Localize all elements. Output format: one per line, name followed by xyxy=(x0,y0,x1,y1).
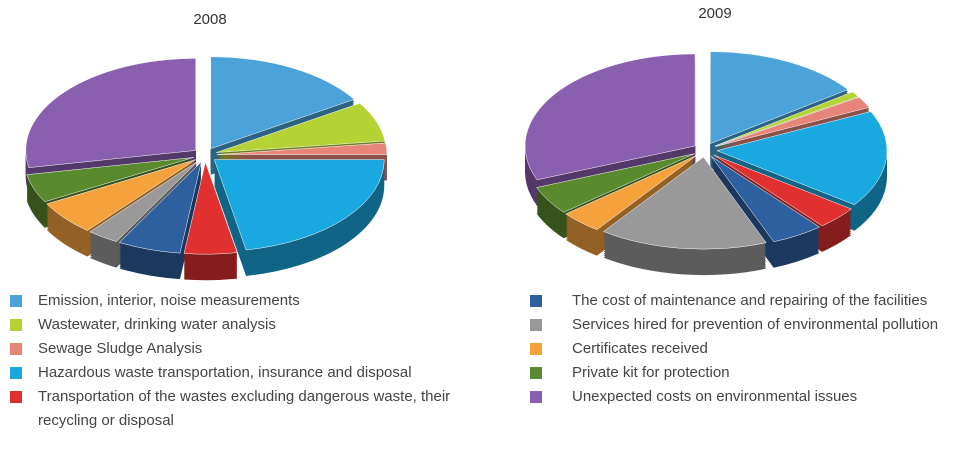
pie-slice xyxy=(46,159,196,231)
legend-swatch xyxy=(10,295,22,307)
legend-label: Unexpected costs on environmental issues xyxy=(572,388,858,405)
legend-swatch xyxy=(10,391,22,403)
legend-swatch xyxy=(530,295,542,307)
pie-slice xyxy=(213,159,385,251)
legend-label: Transportation of the wastes excluding d… xyxy=(38,388,451,429)
pie-slice xyxy=(713,154,852,227)
pie-slice xyxy=(565,155,697,230)
chart-title: 2008 xyxy=(193,11,226,28)
legend-label: Sewage Sludge Analysis xyxy=(38,340,203,357)
pie-slice xyxy=(26,157,194,203)
pie-slice xyxy=(603,156,767,250)
pie-slice xyxy=(716,111,888,206)
pie-slice xyxy=(715,96,870,147)
chart-title: 2009 xyxy=(698,5,731,22)
charts: 2008 2009 xyxy=(25,5,888,281)
legend-swatch xyxy=(530,391,542,403)
pie-slice xyxy=(118,161,202,254)
pie-slice xyxy=(210,56,355,150)
pie-slice xyxy=(183,161,238,255)
legend-label: Hazardous waste transportation, insuranc… xyxy=(38,364,412,381)
pie-slice xyxy=(216,102,386,153)
legend-label: Private kit for protection xyxy=(572,364,730,381)
legend-label: Emission, interior, noise measurements xyxy=(38,292,300,309)
legend-swatch xyxy=(10,319,22,331)
legend-swatch xyxy=(530,319,542,331)
legend-label: The cost of maintenance and repairing of… xyxy=(572,292,928,309)
legend-swatch xyxy=(10,343,22,355)
legend-label: Services hired for prevention of environ… xyxy=(572,316,939,333)
pie-slice xyxy=(536,153,695,213)
pie-slice xyxy=(710,51,849,144)
legend-label: Wastewater, drinking water analysis xyxy=(38,316,276,333)
pie-slice xyxy=(89,160,199,242)
pie-slice xyxy=(710,155,820,243)
legend-label: Certificates received xyxy=(572,340,708,357)
legend-swatch xyxy=(530,343,542,355)
legend-swatch xyxy=(530,367,542,379)
legend-swatch xyxy=(10,367,22,379)
pie-slice xyxy=(216,142,388,155)
pie-slice xyxy=(524,53,696,181)
pie-slice xyxy=(25,58,197,168)
pie-slice xyxy=(714,91,859,147)
